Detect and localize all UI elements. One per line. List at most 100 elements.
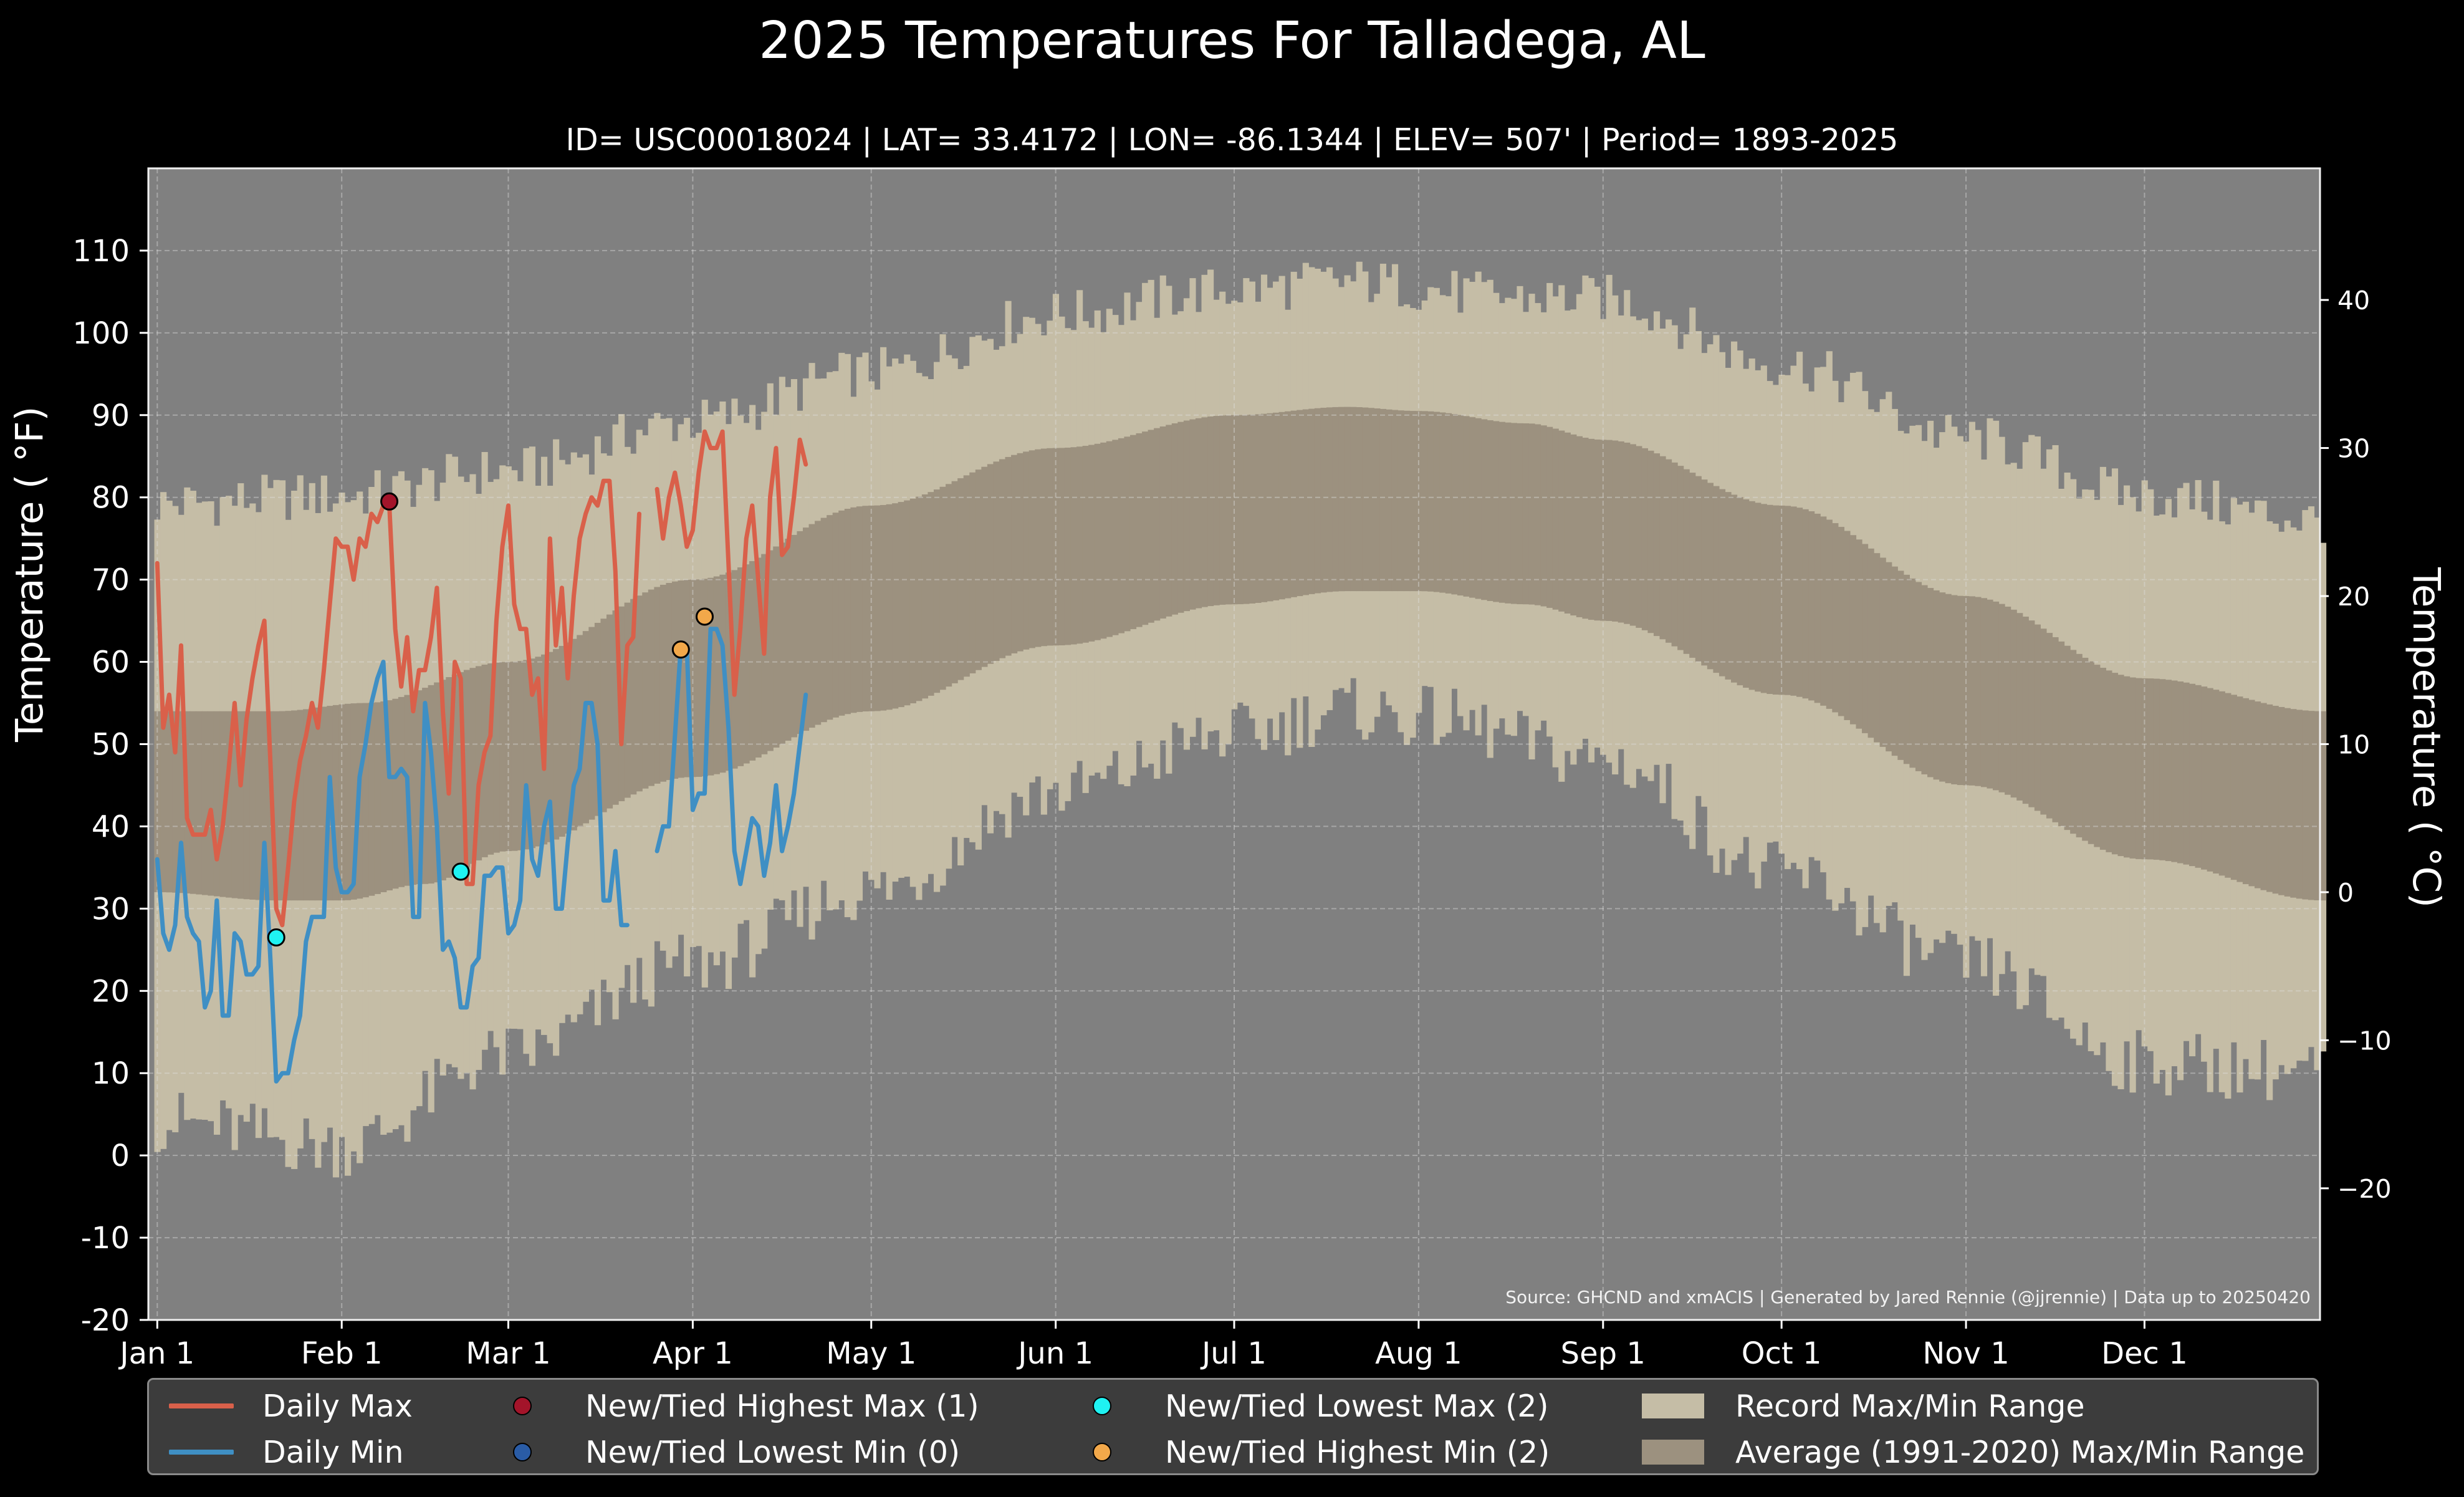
average-range-bar bbox=[2195, 685, 2202, 868]
average-range-bar bbox=[1017, 453, 1023, 652]
average-range-bar bbox=[1302, 409, 1309, 595]
average-range-bar bbox=[1285, 411, 1292, 599]
average-range-bar bbox=[880, 504, 887, 711]
average-range-bar bbox=[1368, 408, 1374, 592]
average-range-bar bbox=[2129, 677, 2136, 859]
average-range-bar bbox=[1100, 442, 1107, 639]
legend-marker-new-low-min bbox=[513, 1443, 532, 1461]
average-range-bar bbox=[2005, 606, 2011, 795]
average-range-bar bbox=[1445, 413, 1452, 594]
average-range-bar bbox=[2260, 703, 2267, 890]
x-tick-label: Jul 1 bbox=[1200, 1336, 1267, 1371]
average-range-bar bbox=[1344, 407, 1351, 592]
average-range-bar bbox=[201, 711, 209, 895]
average-range-bar bbox=[636, 595, 643, 792]
average-range-bar bbox=[1677, 466, 1684, 650]
average-range-bar bbox=[2022, 617, 2029, 804]
average-range-bar bbox=[820, 517, 827, 723]
legend-label-new-low-min: New/Tied Lowest Min (0) bbox=[585, 1434, 961, 1470]
average-range-bar bbox=[1082, 446, 1089, 643]
average-range-bar bbox=[1219, 415, 1226, 605]
average-range-bar bbox=[1011, 455, 1018, 653]
average-range-bar bbox=[1802, 509, 1809, 699]
legend-patch-average-range bbox=[1642, 1440, 1704, 1465]
average-range-bar bbox=[1326, 407, 1333, 592]
average-range-bar bbox=[1481, 419, 1488, 600]
legend-label-daily-max: Daily Max bbox=[262, 1388, 413, 1424]
legend-item-daily-max: Daily Max bbox=[155, 1387, 413, 1425]
legend-item-new-low-max: New/Tied Lowest Max (2) bbox=[1040, 1387, 1549, 1425]
average-range-bar bbox=[1166, 425, 1172, 617]
average-range-bar bbox=[577, 635, 583, 827]
average-range-bar bbox=[2099, 668, 2106, 850]
average-range-bar bbox=[1124, 436, 1131, 632]
average-range-bar bbox=[261, 711, 268, 900]
average-range-bar bbox=[969, 472, 976, 673]
average-range-bar bbox=[1493, 421, 1500, 602]
average-range-bar bbox=[701, 579, 708, 777]
average-range-bar bbox=[1582, 438, 1589, 619]
average-range-bar bbox=[624, 602, 631, 798]
average-range-bar bbox=[428, 685, 434, 884]
legend-marker-new-high-max bbox=[513, 1397, 532, 1415]
average-range-bar bbox=[2117, 675, 2124, 857]
average-range-bar bbox=[2218, 691, 2225, 876]
average-range-bar bbox=[1975, 597, 1982, 786]
average-range-bar bbox=[1183, 420, 1191, 612]
average-range-bar bbox=[2028, 620, 2035, 807]
average-range-bar bbox=[2296, 710, 2303, 899]
average-range-bar bbox=[178, 711, 185, 893]
average-range-bar bbox=[2106, 670, 2112, 852]
average-range-bar bbox=[1517, 423, 1523, 605]
average-range-bar bbox=[1201, 417, 1208, 607]
average-range-bar bbox=[1535, 424, 1541, 605]
average-range-bar bbox=[2153, 678, 2160, 860]
average-range-bar bbox=[458, 672, 464, 872]
average-range-bar bbox=[1772, 505, 1779, 695]
y-tick-label: 60 bbox=[92, 645, 130, 680]
average-range-bar bbox=[743, 564, 750, 764]
average-range-bar bbox=[386, 700, 393, 891]
average-range-bar bbox=[1576, 436, 1583, 617]
average-range-bar bbox=[630, 599, 637, 795]
average-range-bar bbox=[1689, 473, 1696, 658]
average-range-bar bbox=[2255, 701, 2261, 888]
average-range-bar bbox=[939, 486, 946, 690]
average-range-bar bbox=[713, 576, 720, 774]
average-range-bar bbox=[1921, 585, 1928, 774]
average-range-bar bbox=[315, 707, 322, 901]
average-range-bar bbox=[898, 502, 904, 708]
average-range-bar bbox=[309, 708, 315, 901]
average-range-bar bbox=[1594, 439, 1601, 621]
average-range-bar bbox=[1939, 592, 1946, 782]
average-range-bar bbox=[297, 710, 304, 901]
average-range-bar bbox=[1778, 505, 1785, 695]
average-range-bar bbox=[2076, 653, 2083, 837]
x-tick-label: Jan 1 bbox=[118, 1336, 194, 1371]
legend-marker-new-low-max bbox=[1093, 1397, 1111, 1415]
x-tick-label: Mar 1 bbox=[466, 1336, 550, 1371]
average-range-bar bbox=[1701, 479, 1708, 666]
average-range-bar bbox=[1546, 426, 1553, 608]
average-range-bar bbox=[1951, 595, 1958, 784]
average-range-bar bbox=[392, 698, 399, 889]
average-range-bar bbox=[856, 506, 863, 712]
series-daily-max bbox=[155, 429, 808, 928]
y-tick-label: 40 bbox=[92, 809, 130, 844]
average-range-bar bbox=[975, 469, 982, 670]
average-range-bar bbox=[1505, 422, 1512, 604]
average-range-bar bbox=[2111, 673, 2119, 855]
average-range-bar bbox=[600, 619, 607, 812]
average-range-bar bbox=[755, 557, 762, 758]
average-range-bar bbox=[332, 705, 340, 901]
average-range-bars bbox=[154, 407, 2327, 901]
legend-item-new-low-min: New/Tied Lowest Min (0) bbox=[461, 1433, 960, 1471]
average-range-bar bbox=[1760, 504, 1767, 693]
average-range-bar bbox=[2266, 704, 2273, 892]
average-range-bar bbox=[1641, 448, 1648, 630]
average-range-bar bbox=[1112, 440, 1119, 635]
average-range-bar bbox=[1671, 462, 1678, 647]
average-range-bar bbox=[1386, 409, 1393, 592]
average-range-bar bbox=[1624, 442, 1631, 624]
average-range-bar bbox=[1647, 450, 1654, 633]
